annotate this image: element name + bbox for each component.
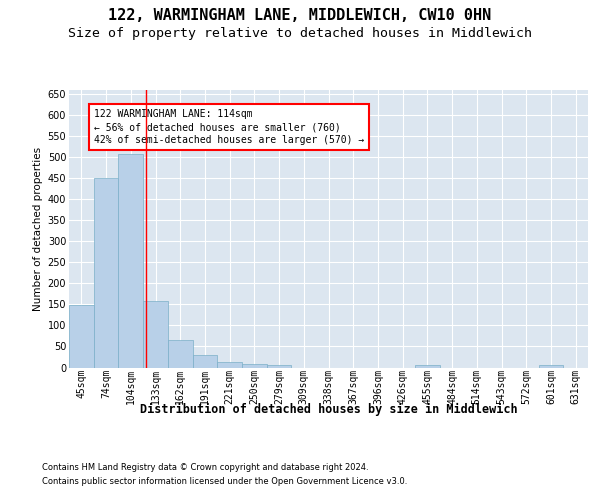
Text: 122, WARMINGHAM LANE, MIDDLEWICH, CW10 0HN: 122, WARMINGHAM LANE, MIDDLEWICH, CW10 0… <box>109 8 491 22</box>
Bar <box>415 366 440 368</box>
Text: 122 WARMINGHAM LANE: 114sqm
← 56% of detached houses are smaller (760)
42% of se: 122 WARMINGHAM LANE: 114sqm ← 56% of det… <box>94 109 364 146</box>
Bar <box>217 362 242 368</box>
Bar <box>143 301 168 368</box>
Bar <box>539 366 563 368</box>
Bar <box>94 178 118 368</box>
Text: Contains HM Land Registry data © Crown copyright and database right 2024.: Contains HM Land Registry data © Crown c… <box>42 462 368 471</box>
Bar <box>118 154 143 368</box>
Bar <box>267 366 292 368</box>
Bar <box>242 364 267 368</box>
Text: Size of property relative to detached houses in Middlewich: Size of property relative to detached ho… <box>68 28 532 40</box>
Text: Distribution of detached houses by size in Middlewich: Distribution of detached houses by size … <box>140 402 518 415</box>
Bar <box>193 355 217 368</box>
Bar <box>69 306 94 368</box>
Y-axis label: Number of detached properties: Number of detached properties <box>34 146 43 311</box>
Text: Contains public sector information licensed under the Open Government Licence v3: Contains public sector information licen… <box>42 478 407 486</box>
Bar <box>168 340 193 367</box>
